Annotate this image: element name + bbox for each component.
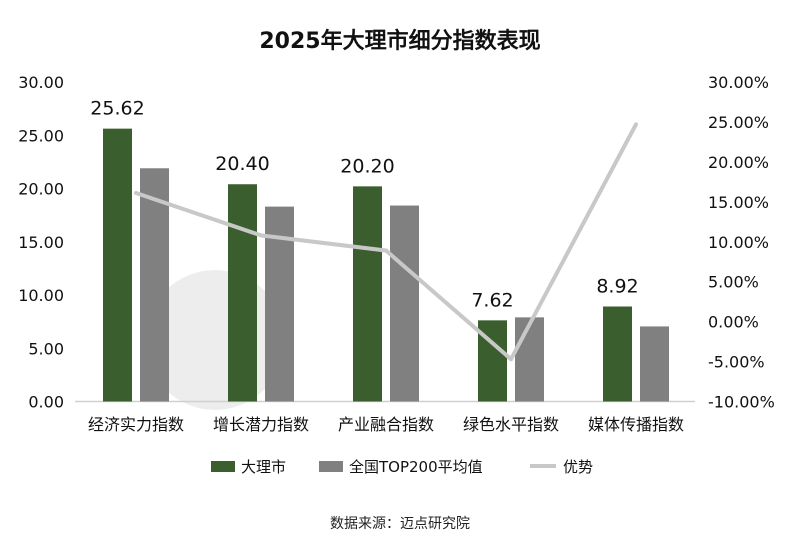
y-left-tick-label: 15.00 [18, 233, 64, 252]
y-right-tick-label: 0.00% [708, 313, 759, 332]
data-label: 8.92 [596, 276, 638, 298]
bar-dali [103, 128, 132, 402]
bar-national-avg [640, 326, 669, 402]
y-right-tick-label: -10.00% [708, 393, 775, 412]
line-point [259, 233, 263, 238]
data-label: 7.62 [471, 289, 513, 311]
legend-label: 大理市 [241, 458, 286, 476]
line-point [384, 248, 388, 253]
data-label: 25.62 [90, 98, 144, 120]
y-right-tick-label: 5.00% [708, 273, 759, 292]
bar-national-avg [140, 168, 169, 402]
y-left-tick-label: 20.00 [18, 180, 64, 199]
line-point [634, 122, 638, 127]
legend-label: 优势 [563, 458, 593, 476]
x-tick-label: 经济实力指数 [88, 415, 184, 434]
bar-dali [603, 306, 632, 402]
legend-swatch [211, 461, 235, 472]
bar-dali [228, 184, 257, 402]
y-left-tick-label: 25.00 [18, 126, 64, 145]
bar-national-avg [390, 205, 419, 402]
x-tick-label: 媒体传播指数 [588, 415, 684, 434]
y-right-tick-label: 20.00% [708, 153, 769, 172]
legend-label: 全国TOP200平均值 [349, 458, 483, 476]
y-left-tick-label: 10.00 [18, 286, 64, 305]
legend-swatch [319, 461, 343, 472]
x-tick-label: 绿色水平指数 [463, 415, 559, 434]
legend: 大理市 全国TOP200平均值 优势 [211, 458, 593, 476]
data-label: 20.40 [215, 153, 269, 175]
y-right-tick-label: 15.00% [708, 193, 769, 212]
y-right-tick-label: 25.00% [708, 113, 769, 132]
line-point [509, 357, 513, 362]
data-label: 20.20 [340, 155, 394, 177]
y-right-tick-label: -5.00% [708, 353, 765, 372]
y-left-tick-label: 30.00 [18, 73, 64, 92]
y-left-tick-label: 0.00 [28, 393, 64, 412]
line-point [134, 191, 138, 196]
bar-dali [353, 186, 382, 402]
y-right-tick-label: 30.00% [708, 73, 769, 92]
y-right-tick-label: 10.00% [708, 233, 769, 252]
x-tick-label: 产业融合指数 [338, 415, 434, 434]
y-left-tick-label: 5.00 [28, 339, 64, 358]
x-tick-label: 增长潜力指数 [213, 415, 309, 434]
source-note: 数据来源：迈点研究院 [330, 516, 470, 532]
bar-national-avg [515, 317, 544, 402]
chart-title: 2025年大理市细分指数表现 [259, 28, 540, 54]
